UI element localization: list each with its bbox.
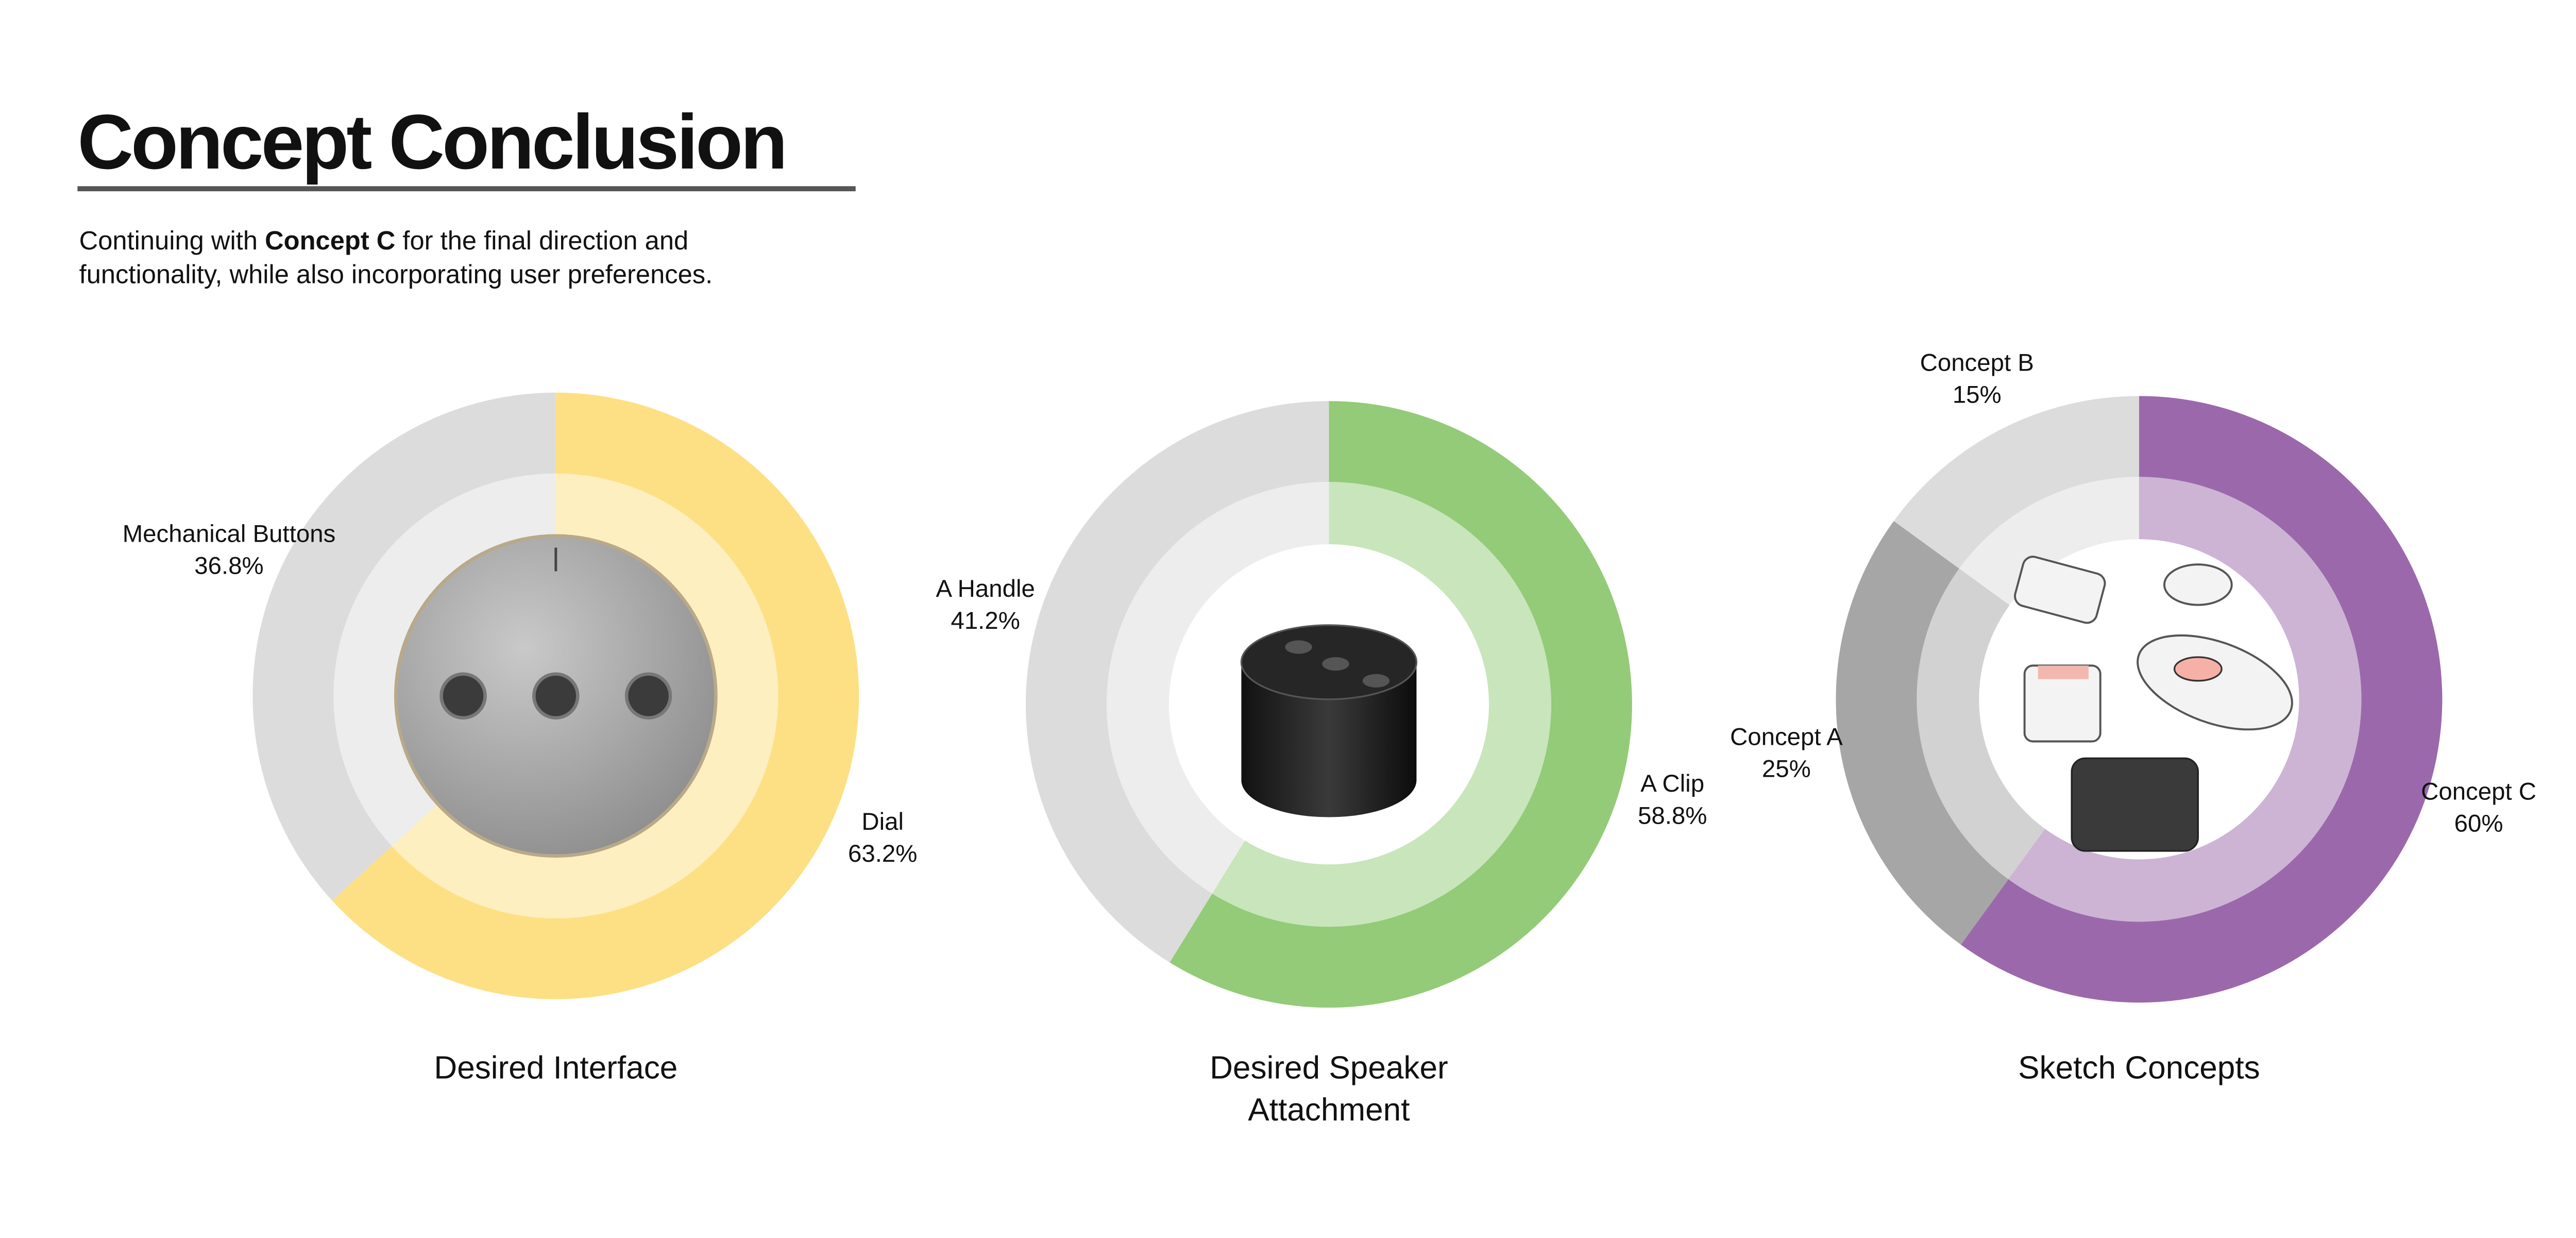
donut-inner-segment (1212, 482, 1551, 927)
segment-value: 41.2% (951, 607, 1020, 634)
subtitle: Continuing with Concept C for the final … (79, 226, 689, 255)
sketch (2137, 634, 2293, 731)
chart-title: Sketch Concepts (2018, 1051, 2260, 1087)
chart-title: Desired Speaker Attachment (1210, 1051, 1448, 1129)
chart-title: Desired Interface (434, 1051, 678, 1087)
subtitle-part: for the final direction and (395, 226, 688, 255)
center-hole (1979, 539, 2299, 860)
segment-value: 25% (1762, 756, 1811, 783)
donut-segment (332, 392, 859, 999)
segment-value: 58.8% (1638, 802, 1707, 829)
donut-segment (252, 392, 556, 901)
sketch (2163, 563, 2233, 606)
chart-title-box: Desired Interface (434, 1051, 678, 1087)
segment-label: Concept A (1730, 724, 1843, 751)
donut-segment (1025, 401, 1329, 963)
donut-inner-segment (333, 473, 556, 846)
donut-chart: Dial 63.2% Mechanical Buttons 36.8% Desired … (123, 392, 917, 1087)
subtitle: functionality, while also incorporating … (79, 259, 713, 289)
chart-title-box: Sketch Concepts (2018, 1051, 2260, 1087)
sketch (2071, 757, 2199, 852)
donut-inner-segment (1106, 482, 1329, 894)
donut-inner-segment (1959, 477, 2139, 606)
device-button (532, 672, 580, 720)
sketch (2173, 656, 2223, 682)
device-button (624, 672, 672, 720)
device-button (439, 672, 487, 720)
donut-chart: A Clip 58.8% A Handle 41.2% Desired Speaker … (936, 401, 1707, 1129)
speaker-button (1322, 657, 1349, 671)
donut-inner-segment (2008, 477, 2362, 922)
sketch (2038, 665, 2089, 679)
segment-label: Mechanical Buttons (123, 520, 336, 547)
segment-label: Concept C (2421, 778, 2536, 805)
segment-label: A Handle (936, 575, 1035, 603)
subtitle-emphasis: Concept C (265, 226, 395, 255)
charts: Dial 63.2% Mechanical Buttons 36.8% Desired … (123, 349, 2536, 1129)
donut-segment (1961, 396, 2443, 1003)
donut-chart: Concept C 60% Concept A 25% Concept B 15% Sket… (1730, 349, 2536, 1087)
donut-inner-segment (392, 473, 778, 918)
segment-label: A Clip (1640, 770, 1704, 797)
segment-value: 36.8% (194, 552, 263, 579)
donut-inner-segment (1917, 568, 2045, 879)
segment-value: 63.2% (848, 840, 917, 867)
donut-segment (1836, 521, 2009, 945)
segment-label: Dial (861, 808, 904, 835)
speaker-button (1362, 674, 1390, 688)
chart-title-box: Desired Speaker Attachment (1210, 1051, 1448, 1129)
donut-segment (1170, 401, 1632, 1008)
speaker-button (1285, 640, 1312, 654)
segment-value: 60% (2454, 810, 2503, 837)
page-title: Concept Conclusion (77, 98, 785, 185)
speaker-image (1241, 662, 1417, 817)
segment-value: 15% (1953, 381, 2002, 409)
donut-segment (1893, 396, 2139, 569)
segment-label: Concept B (1920, 349, 2034, 377)
sketch (2014, 556, 2106, 624)
subtitle-part: Continuing with (79, 226, 265, 255)
